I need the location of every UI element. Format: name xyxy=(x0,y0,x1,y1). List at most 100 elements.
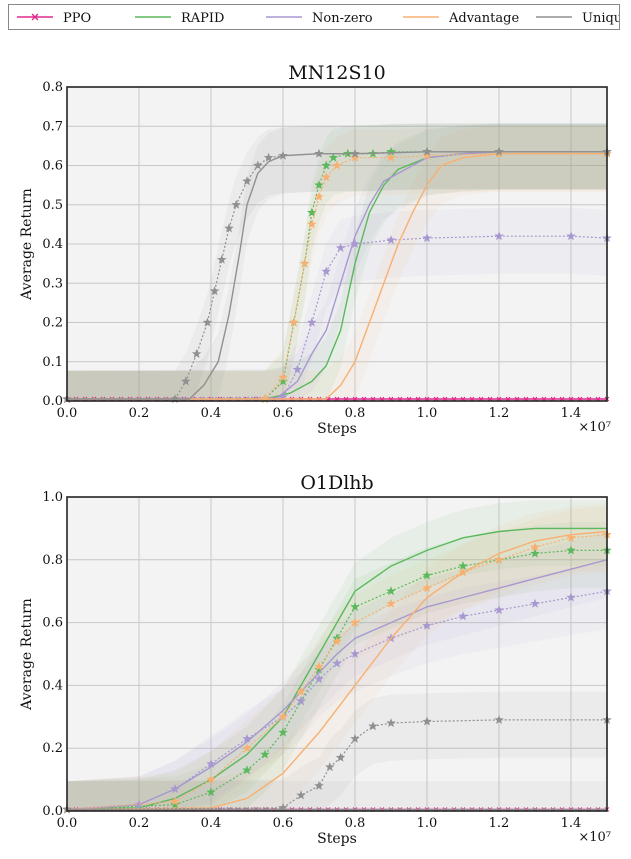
data-point xyxy=(278,727,288,737)
data-point xyxy=(307,317,317,327)
series-line xyxy=(66,235,608,400)
chart-title: MN12S10 xyxy=(288,62,385,84)
y-tick-label: 0.0 xyxy=(42,804,63,819)
data-point xyxy=(494,554,504,564)
x-tick-label: 0.2 xyxy=(129,406,150,421)
data-point xyxy=(350,601,360,611)
data-point xyxy=(530,548,540,558)
plot-frame xyxy=(66,496,608,812)
legend-label: Non-zero xyxy=(312,11,373,26)
legend-label: RAPID xyxy=(181,11,224,26)
confidence-band xyxy=(67,531,607,811)
y-tick-label: 0.7 xyxy=(42,119,63,134)
data-point xyxy=(321,160,331,170)
data-point xyxy=(350,733,360,743)
data-point xyxy=(350,148,360,158)
data-point xyxy=(332,636,342,646)
legend-item: Advantage xyxy=(403,11,519,26)
series-line xyxy=(67,152,607,400)
x-tick-label: 0.8 xyxy=(345,406,366,421)
chart-title: O1Dlhb xyxy=(300,472,373,494)
data-point xyxy=(314,148,324,158)
data-point xyxy=(422,716,432,726)
y-tick-label: 0.2 xyxy=(42,741,63,756)
x-tick-label: 0.0 xyxy=(57,816,78,831)
data-point xyxy=(314,780,324,790)
series-line xyxy=(67,151,607,400)
x-tick-label: 0.8 xyxy=(345,816,366,831)
data-point xyxy=(422,570,432,580)
data-point xyxy=(458,567,468,577)
confidence-band xyxy=(67,522,607,811)
data-point xyxy=(350,617,360,627)
data-point xyxy=(296,686,306,696)
y-tick-label: 0.5 xyxy=(42,198,63,213)
data-point xyxy=(530,598,540,608)
data-point xyxy=(314,664,324,674)
series-line xyxy=(67,151,607,400)
series-line xyxy=(66,527,607,811)
data-point xyxy=(278,376,288,386)
data-point xyxy=(314,674,324,684)
data-point xyxy=(314,661,324,671)
y-tick-label: 0.4 xyxy=(42,678,63,693)
data-point xyxy=(332,160,342,170)
x-tick-label: 1.4 xyxy=(561,816,582,831)
data-point xyxy=(292,364,303,374)
legend-item: RAPID xyxy=(135,11,224,26)
data-point xyxy=(242,176,252,186)
data-point xyxy=(458,561,468,571)
data-point xyxy=(386,598,396,608)
data-point xyxy=(494,231,504,241)
data-point xyxy=(386,718,396,728)
x-multiplier: ×10⁷ xyxy=(578,420,611,435)
chart-mn12s10: MN12S10 0.0 0.2 0.4 0.6 0.8 1.0 1.2 1.4 0.0 0.1 0.2… xyxy=(0,52,631,448)
data-point xyxy=(209,286,220,296)
data-point xyxy=(566,532,576,542)
data-point xyxy=(170,796,180,806)
data-point xyxy=(206,758,216,768)
y-tick-label: 0.0 xyxy=(42,394,63,409)
data-point xyxy=(325,762,335,772)
x-tick-label: 0.0 xyxy=(57,406,78,421)
data-point xyxy=(350,649,360,659)
data-point xyxy=(422,583,432,593)
data-point xyxy=(242,765,252,775)
plot-frame xyxy=(66,86,608,402)
x-tick-label: 0.2 xyxy=(129,816,150,831)
data-point xyxy=(170,799,180,809)
series-line xyxy=(66,534,608,810)
legend-item: Unique xyxy=(536,11,619,26)
data-point xyxy=(307,207,317,217)
x-tick-label: 1.0 xyxy=(417,406,438,421)
series-line xyxy=(66,530,608,811)
data-point xyxy=(299,258,310,268)
data-point xyxy=(530,542,540,552)
legend-label: Advantage xyxy=(448,11,519,26)
data-point xyxy=(253,160,263,170)
data-point xyxy=(191,348,202,358)
data-point xyxy=(206,787,216,797)
confidence-band xyxy=(67,781,607,811)
x-tick-label: 0.4 xyxy=(201,816,222,831)
confidence-band xyxy=(67,207,607,401)
data-point xyxy=(217,254,227,264)
y-tick-label: 0.4 xyxy=(42,237,63,252)
x-axis-label: Steps xyxy=(317,421,357,437)
confidence-band xyxy=(67,123,607,401)
data-point xyxy=(566,231,576,241)
data-point xyxy=(386,152,396,162)
x-tick-label: 0.4 xyxy=(201,406,222,421)
x-tick-label: 0.6 xyxy=(273,406,294,421)
data-point xyxy=(278,392,288,402)
data-point xyxy=(386,586,396,596)
legend-x-marker xyxy=(31,13,39,21)
data-point xyxy=(242,743,252,753)
legend: PPO RAPID Non-zero Advantage Unique xyxy=(8,4,620,30)
y-tick-label: 1.0 xyxy=(42,490,63,505)
data-point xyxy=(289,317,299,327)
data-point xyxy=(296,790,306,800)
x-tick-label: 0.6 xyxy=(273,816,294,831)
data-point xyxy=(206,774,216,784)
data-point xyxy=(263,152,274,162)
